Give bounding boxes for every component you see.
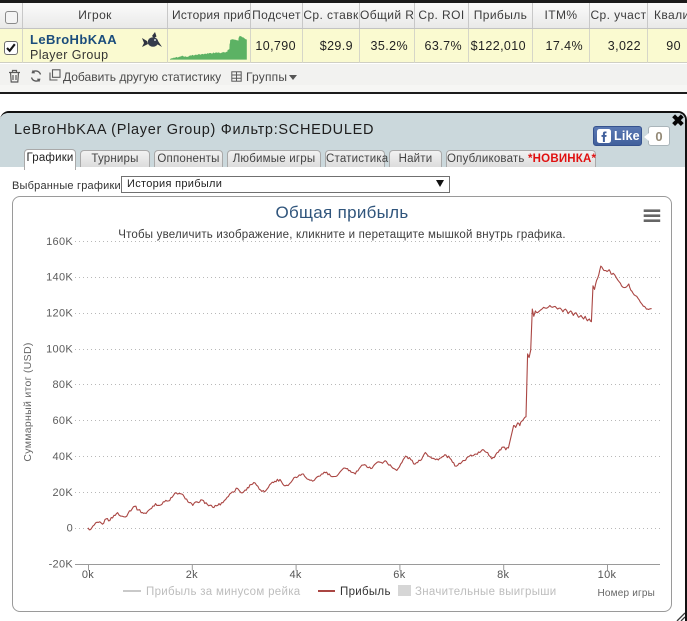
svg-text:8k: 8k: [497, 569, 509, 581]
svg-text:Чтобы увеличить изображение, к: Чтобы увеличить изображение, кликните и …: [118, 229, 566, 241]
svg-text:Суммарный итог (USD): Суммарный итог (USD): [22, 342, 34, 461]
svg-text:0: 0: [67, 523, 73, 535]
svg-text:100K: 100K: [46, 343, 73, 355]
svg-text:60K: 60K: [53, 415, 74, 427]
svg-text:0k: 0k: [82, 569, 94, 581]
svg-text:Значительные выигрыши: Значительные выигрыши: [415, 586, 557, 598]
svg-text:Номер игры: Номер игры: [597, 588, 655, 599]
svg-text:40K: 40K: [53, 451, 74, 463]
svg-text:-20K: -20K: [49, 559, 74, 571]
svg-text:80K: 80K: [53, 379, 74, 391]
svg-text:Прибыль: Прибыль: [340, 586, 391, 598]
svg-text:20K: 20K: [53, 487, 74, 499]
svg-text:140K: 140K: [46, 272, 73, 284]
svg-text:2k: 2k: [186, 569, 198, 581]
svg-text:10k: 10k: [598, 569, 617, 581]
svg-text:4k: 4k: [289, 569, 301, 581]
svg-text:120K: 120K: [46, 308, 73, 320]
svg-text:6k: 6k: [393, 569, 405, 581]
svg-text:Общая прибыль: Общая прибыль: [275, 203, 408, 222]
svg-text:160K: 160K: [46, 236, 73, 248]
svg-text:Прибыль за минусом рейка: Прибыль за минусом рейка: [146, 586, 301, 598]
